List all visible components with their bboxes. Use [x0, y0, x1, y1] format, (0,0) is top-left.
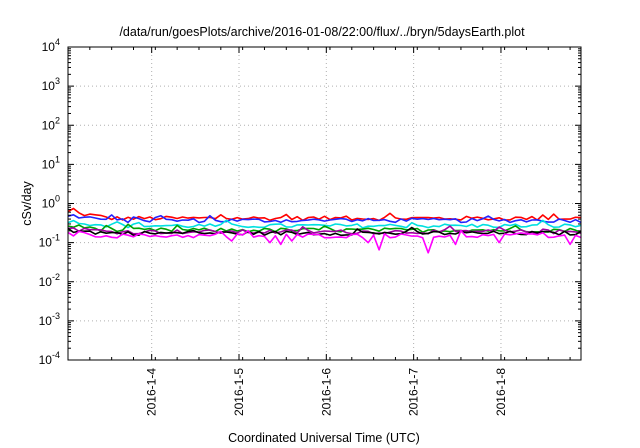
series-line [67, 214, 582, 224]
y-tick-label: 100 [42, 194, 60, 211]
chart-title: /data/run/goesPlots/archive/2016-01-08/2… [119, 25, 525, 39]
series-line [67, 225, 582, 235]
x-tick-label: 2016-1-6 [319, 368, 333, 416]
x-axis-label: Coordinated Universal Time (UTC) [228, 431, 420, 445]
x-tick-label: 2016-1-8 [494, 368, 508, 416]
y-tick-label: 102 [42, 115, 60, 132]
y-tick-label: 101 [42, 154, 60, 171]
series-line [67, 207, 582, 222]
x-tick-label: 2016-1-5 [232, 368, 246, 416]
y-tick-label: 10-1 [39, 233, 60, 250]
x-axis-ticks: 2016-1-4 2016-1-5 2016-1-6 2016-1-7 2016-1-8 [67, 47, 571, 416]
y-tick-label: 10-3 [39, 311, 60, 328]
x-tick-label: 2016-1-4 [145, 368, 159, 416]
y-axis-ticks: 10-4 10-3 10-2 10-1 100 101 102 103 104 [39, 37, 581, 367]
series-line [67, 229, 582, 254]
series-group [67, 207, 582, 254]
y-tick-label: 10-4 [39, 350, 60, 367]
x-tick-label: 2016-1-7 [407, 368, 421, 416]
y-axis-label: cSv/day [20, 181, 34, 226]
series-line [67, 226, 582, 237]
y-tick-label: 10-2 [39, 272, 60, 289]
y-tick-label: 103 [42, 76, 60, 93]
y-tick-label: 104 [42, 37, 60, 54]
grid [68, 47, 581, 360]
series-line [67, 219, 582, 229]
